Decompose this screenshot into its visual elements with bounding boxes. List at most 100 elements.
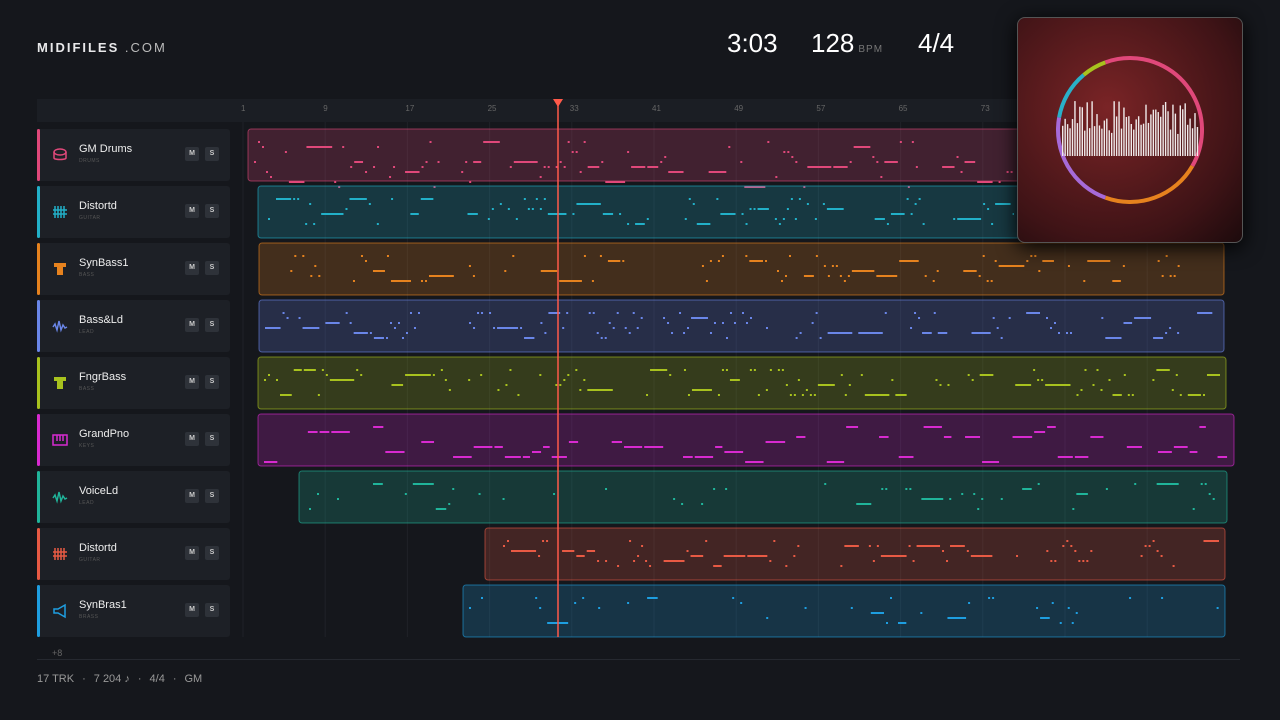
mute-button[interactable]: M [185, 318, 199, 332]
note [745, 461, 764, 463]
note [309, 203, 312, 205]
note [1008, 317, 1011, 319]
note [1126, 446, 1142, 448]
track-header[interactable]: Distortd GUITAR M S [37, 186, 230, 238]
mute-button[interactable]: M [185, 603, 199, 617]
note [1212, 498, 1215, 500]
note [472, 275, 475, 277]
note [473, 161, 482, 163]
note [970, 555, 993, 557]
note [1062, 545, 1065, 547]
more-tracks[interactable]: +8 [52, 648, 63, 658]
note [568, 441, 579, 443]
mute-button[interactable]: M [185, 261, 199, 275]
note [1040, 617, 1050, 619]
note [809, 394, 812, 396]
footer-item: 17 TRK [37, 673, 75, 685]
note [1026, 312, 1040, 314]
solo-button[interactable]: S [205, 147, 219, 161]
wave-bar [1118, 101, 1120, 156]
mute-button[interactable]: M [185, 489, 199, 503]
note [725, 488, 728, 490]
note [663, 317, 666, 319]
note [646, 218, 649, 220]
note [740, 602, 743, 604]
note [990, 280, 993, 282]
note [687, 394, 690, 396]
solo-button[interactable]: S [205, 603, 219, 617]
solo-button[interactable]: S [205, 318, 219, 332]
note [1148, 545, 1151, 547]
mute-button[interactable]: M [185, 546, 199, 560]
track-header[interactable]: VoiceLd LEAD M S [37, 471, 230, 523]
note [624, 446, 643, 448]
note [373, 337, 384, 339]
note [507, 540, 509, 542]
ruler-label: 9 [323, 104, 328, 113]
track-header[interactable]: SynBras1 BRASS M S [37, 585, 230, 637]
note [617, 565, 620, 567]
mute-button[interactable]: M [185, 375, 199, 389]
wave-bar [1160, 116, 1162, 156]
track-name: FngrBass [79, 371, 127, 383]
track-icon [53, 603, 66, 619]
solo-button[interactable]: S [205, 375, 219, 389]
note [1108, 379, 1111, 381]
note [1175, 374, 1178, 376]
note [354, 161, 364, 163]
note [660, 161, 663, 163]
note [1217, 456, 1228, 458]
wave-bar [1140, 124, 1142, 156]
track-icon [52, 434, 68, 446]
wave-bar [1062, 125, 1064, 156]
track-header[interactable]: Bass&Ld LEAD M S [37, 300, 230, 352]
solo-button[interactable]: S [205, 204, 219, 218]
note [424, 280, 427, 282]
note [512, 255, 515, 257]
solo-button[interactable]: S [205, 546, 219, 560]
note [749, 208, 752, 210]
mute-button[interactable]: M [185, 147, 199, 161]
note [870, 612, 884, 614]
track-header[interactable]: Distortd GUITAR M S [37, 528, 230, 580]
track-color [37, 585, 40, 637]
note [1076, 493, 1088, 495]
note [1177, 265, 1180, 267]
note [764, 260, 767, 262]
note [499, 203, 502, 205]
note [635, 223, 645, 225]
note [778, 223, 781, 225]
note [535, 597, 538, 599]
note [280, 394, 292, 396]
track-header[interactable]: GrandPno KEYS M S [37, 414, 230, 466]
brand-suffix: .COM [124, 40, 167, 55]
note [539, 208, 542, 210]
note [978, 275, 981, 277]
track-header[interactable]: FngrBass BASS M S [37, 357, 230, 409]
note [511, 550, 537, 552]
solo-button[interactable]: S [205, 489, 219, 503]
tempo-unit: BPM [858, 44, 884, 55]
track-color [37, 129, 40, 181]
mute-button[interactable]: M [185, 432, 199, 446]
note [815, 255, 818, 257]
note [757, 394, 760, 396]
note [421, 166, 424, 168]
track-name: GrandPno [79, 428, 130, 440]
note [467, 213, 478, 215]
note [293, 198, 296, 200]
note [420, 280, 423, 282]
ruler-label: 1 [241, 104, 246, 113]
mute-button[interactable]: M [185, 204, 199, 218]
solo-button[interactable]: S [205, 432, 219, 446]
solo-button[interactable]: S [205, 261, 219, 275]
track-category: GUITAR [79, 215, 101, 221]
note [612, 327, 615, 329]
note [744, 186, 766, 188]
note [1153, 337, 1164, 339]
note [946, 560, 949, 562]
track-header[interactable]: GM Drums DRUMS M S [37, 129, 230, 181]
track-header[interactable]: SynBass1 BASS M S [37, 243, 230, 295]
note [1131, 394, 1134, 396]
